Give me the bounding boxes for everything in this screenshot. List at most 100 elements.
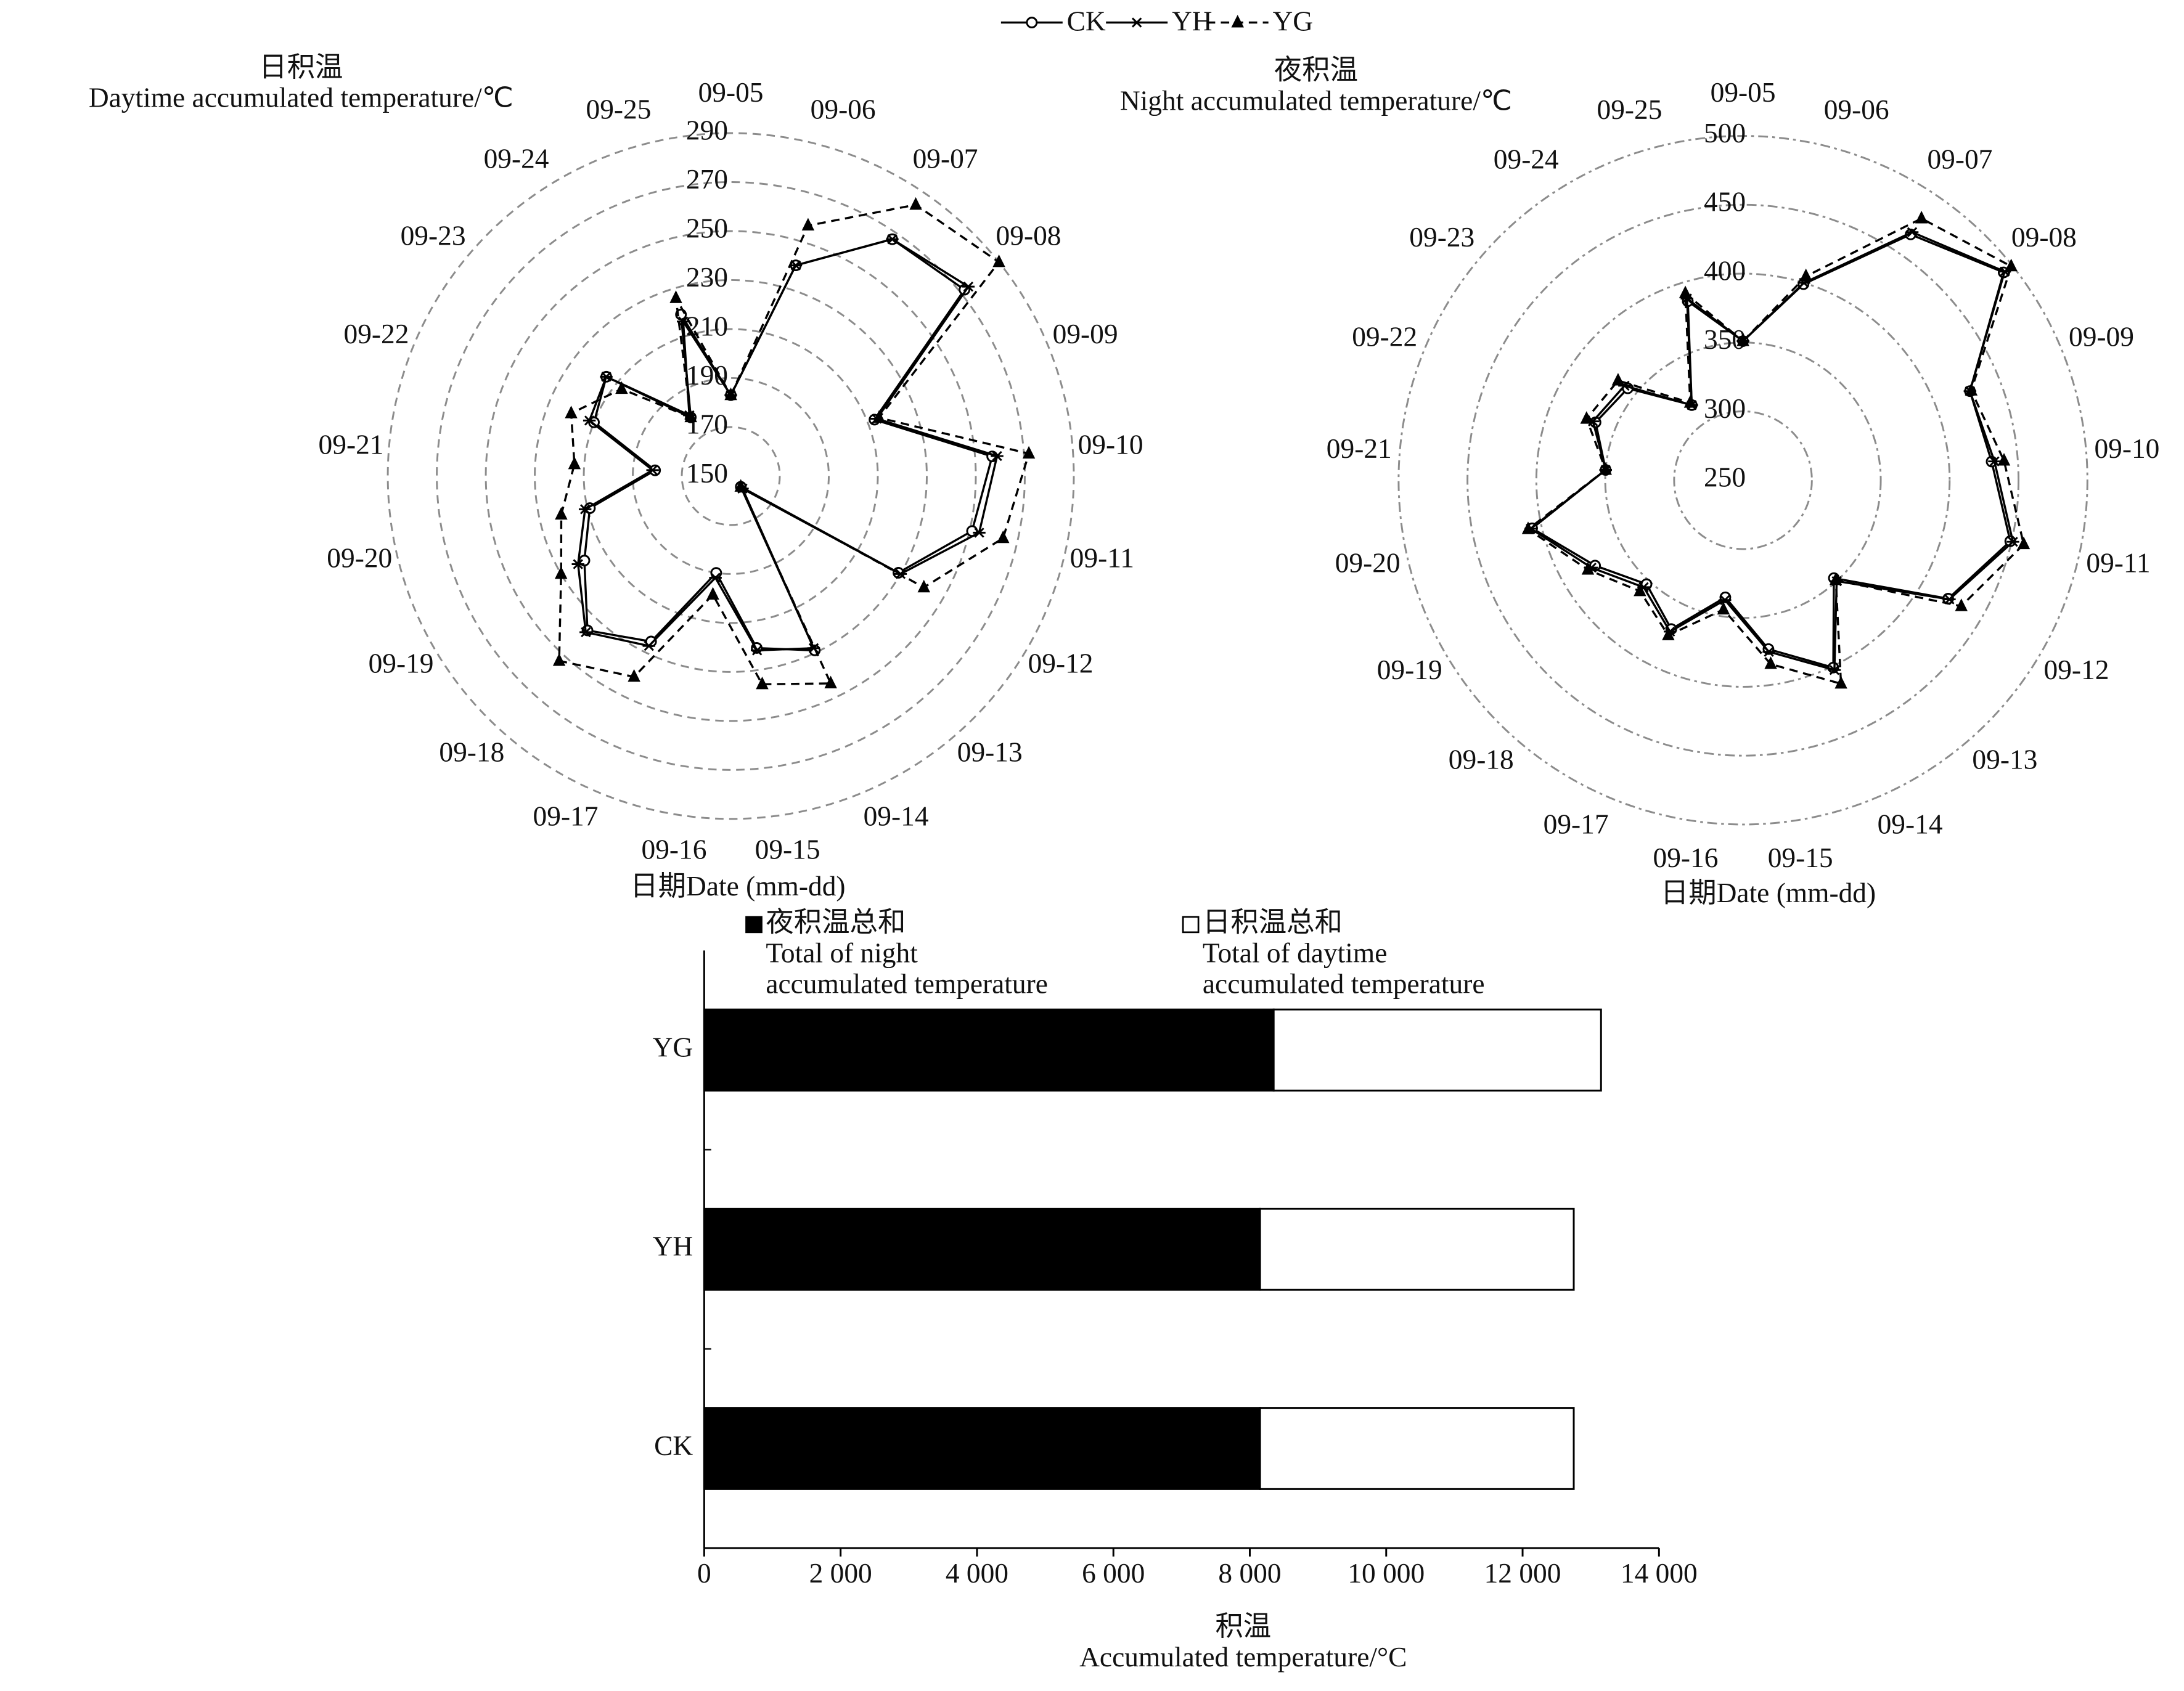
marker (684, 409, 697, 423)
series-line (1526, 217, 2025, 685)
x-axis-title: 日期Date (mm-dd) (630, 871, 845, 902)
legend-label: YH (1172, 6, 1213, 36)
x-axis-title: 日期Date (mm-dd) (1661, 878, 1876, 908)
marker (991, 450, 1004, 462)
marker (568, 456, 581, 470)
grid-ring (681, 426, 781, 526)
grid-ring (386, 132, 1075, 820)
category-label: 09-07 (913, 143, 978, 174)
category-label: 09-08 (2011, 222, 2077, 253)
marker (646, 465, 659, 476)
marker (992, 254, 1005, 267)
legend-swatch (1182, 916, 1200, 934)
marker (1599, 462, 1612, 475)
y-tick-label: YG (653, 1032, 693, 1062)
category-label: 09-09 (2069, 321, 2134, 352)
category-label: 09-20 (327, 542, 392, 573)
marker (801, 218, 815, 230)
marker (1634, 583, 1646, 597)
x-axis-title: 积温 Accumulated temperature/°C (1079, 1611, 1407, 1673)
legend-label: 夜积温总和 Total of night accumulated temperatu… (766, 907, 1048, 1000)
category-label: 09-06 (811, 94, 876, 125)
marker (2005, 258, 2018, 272)
grid-ring (1397, 135, 2088, 826)
category-label: 09-25 (1597, 94, 1663, 125)
marker (1611, 373, 1625, 386)
marker (706, 587, 719, 600)
category-label: 09-19 (1377, 654, 1442, 685)
r-tick-label: 230 (686, 262, 728, 293)
category-label: 09-08 (996, 221, 1061, 251)
marker (1905, 227, 1919, 237)
marker (583, 415, 596, 426)
marker (628, 669, 640, 682)
r-tick-label: 150 (686, 458, 728, 489)
marker (997, 530, 1010, 544)
marker (571, 559, 584, 569)
category-label: 09-24 (484, 143, 549, 174)
category-label: 09-18 (1449, 744, 1514, 775)
category-label: 09-14 (1878, 809, 1943, 839)
r-tick-label: 290 (686, 115, 728, 145)
y-tick-label: CK (654, 1430, 693, 1461)
category-label: 09-15 (1768, 842, 1833, 873)
category-label: 09-24 (1494, 144, 1559, 175)
category-label: 09-21 (319, 430, 384, 460)
marker (554, 566, 568, 579)
marker (1828, 665, 1841, 675)
marker (1965, 383, 1978, 396)
category-label: 09-23 (401, 221, 466, 251)
bar (703, 1008, 1275, 1092)
marker (642, 640, 655, 651)
category-label: 09-11 (1070, 542, 1134, 573)
category-label: 09-18 (439, 737, 504, 768)
marker (600, 372, 613, 382)
category-label: 09-15 (755, 834, 820, 865)
r-tick-label: 300 (1704, 393, 1746, 424)
legend-label: CK (1067, 6, 1106, 36)
category-label: 09-07 (1927, 144, 1992, 175)
series-line (577, 238, 999, 652)
legend-label: YG (1272, 6, 1313, 36)
marker (1764, 656, 1777, 669)
marker (1955, 598, 1968, 611)
category-label: 09-17 (1544, 809, 1609, 839)
bar (703, 1407, 1261, 1490)
marker (789, 260, 803, 271)
category-label: 09-23 (1409, 222, 1474, 253)
marker (1997, 453, 2011, 466)
x-tick-label: 4 000 (946, 1558, 1008, 1589)
marker (734, 479, 747, 492)
marker (1662, 627, 1675, 640)
grid-ring (1535, 272, 1951, 688)
series-line (558, 203, 1031, 686)
marker (709, 572, 722, 583)
category-label: 09-21 (1327, 433, 1392, 464)
marker (1719, 595, 1732, 605)
legend-marker (1231, 15, 1244, 28)
grid-ring (534, 279, 928, 673)
grid-ring (485, 230, 977, 722)
marker (578, 504, 592, 515)
category-label: 09-13 (1972, 744, 2037, 775)
grid-ring (1673, 410, 1813, 550)
marker (917, 579, 930, 593)
category-label: 09-16 (1653, 842, 1719, 873)
category-label: 09-11 (2086, 548, 2150, 579)
category-label: 09-09 (1053, 319, 1118, 349)
series-line (583, 238, 994, 652)
marker (1580, 411, 1593, 424)
marker (1834, 675, 1847, 689)
category-label: 09-10 (2094, 433, 2159, 464)
bar (1259, 1407, 1575, 1490)
marker (756, 676, 769, 690)
r-tick-label: 250 (1704, 462, 1746, 493)
r-tick-label: 270 (686, 164, 728, 195)
legend-label: 日积温总和 Total of daytime accumulated tempera… (1203, 907, 1485, 1000)
x-tick-label: 8 000 (1218, 1558, 1281, 1589)
legend-marker (1026, 17, 1038, 28)
marker (1683, 395, 1697, 408)
r-tick-label: 250 (686, 213, 728, 243)
category-label: 09-22 (344, 319, 409, 349)
